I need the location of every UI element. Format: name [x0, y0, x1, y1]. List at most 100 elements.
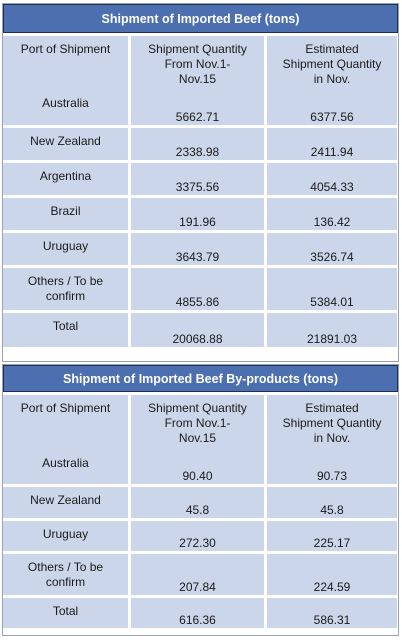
shipment-quantity-cell: 272.30: [128, 521, 264, 551]
port-name: Others / To be: [27, 274, 104, 288]
shipment-quantity-cell: 90.40: [128, 450, 264, 484]
shipment-quantity-value: 3375.56: [175, 180, 220, 194]
header-port: Port of Shipment: [3, 395, 128, 450]
shipment-quantity-value: 2338.98: [175, 145, 220, 159]
shipment-quantity-value: 4855.86: [175, 295, 220, 309]
port-cell: Total: [3, 313, 128, 347]
port-name: Others / To be: [27, 560, 104, 574]
estimated-quantity-value: 6377.56: [310, 110, 354, 124]
table-row: Total 20068.88 21891.03: [3, 310, 398, 347]
shipment-quantity-cell: 20068.88: [128, 313, 264, 347]
port-name: New Zealand: [30, 493, 101, 507]
estimated-quantity-cell: 225.17: [264, 521, 397, 551]
port-cell: Uruguay: [3, 521, 128, 551]
header-line: Shipment Quantity: [282, 416, 382, 430]
header-port-label: Port of Shipment: [20, 42, 111, 56]
port-name-continued: confirm: [45, 289, 86, 303]
shipment-quantity-value: 272.30: [179, 536, 216, 550]
shipment-quantity-value: 616.36: [179, 613, 216, 627]
shipment-quantity-value: 207.84: [179, 580, 216, 594]
estimated-quantity-value: 4054.33: [310, 180, 354, 194]
port-cell: Argentina: [3, 163, 128, 195]
port-cell: Others / To be confirm: [3, 554, 128, 595]
header-shipment-quantity: Shipment Quantity From Nov.1- Nov.15: [128, 36, 264, 90]
shipment-quantity-cell: 3375.56: [128, 163, 264, 195]
table-row: Argentina 3375.56 4054.33: [3, 160, 398, 195]
estimated-quantity-value: 2411.94: [310, 145, 354, 159]
port-name: Uruguay: [42, 527, 89, 541]
estimated-quantity-value: 224.59: [313, 580, 351, 594]
header-line: Estimated: [305, 42, 359, 56]
beef-shipment-table: Shipment of Imported Beef (tons) Port of…: [2, 3, 399, 362]
port-name: Total: [52, 319, 79, 333]
header-line: Shipment Quantity: [148, 401, 247, 415]
estimated-quantity-cell: 45.8: [264, 487, 397, 518]
beef-table-title: Shipment of Imported Beef (tons): [3, 4, 398, 33]
shipment-quantity-cell: 207.84: [128, 554, 264, 595]
header-shipment-quantity: Shipment Quantity From Nov.1- Nov.15: [128, 395, 264, 450]
shipment-quantity-cell: 45.8: [128, 487, 264, 518]
header-estimated-quantity: Estimated Shipment Quantity in Nov.: [264, 36, 397, 90]
header-line: in Nov.: [313, 72, 351, 86]
port-cell: Brazil: [3, 198, 128, 230]
table-row: Australia 5662.71 6377.56: [3, 90, 398, 125]
estimated-quantity-cell: 4054.33: [264, 163, 397, 195]
header-line: From Nov.1-: [164, 57, 231, 71]
header-line: Shipment Quantity: [148, 42, 247, 56]
byproducts-header-row: Port of Shipment Shipment Quantity From …: [3, 392, 398, 450]
shipment-quantity-cell: 191.96: [128, 198, 264, 230]
byproducts-shipment-table: Shipment of Imported Beef By-products (t…: [2, 364, 399, 636]
shipment-quantity-value: 3643.79: [175, 250, 220, 264]
port-cell: Total: [3, 598, 128, 628]
table-row: Uruguay 3643.79 3526.74: [3, 230, 398, 265]
estimated-quantity-cell: 3526.74: [264, 233, 397, 265]
port-name: New Zealand: [30, 134, 101, 148]
estimated-quantity-value: 5384.01: [310, 295, 354, 309]
estimated-quantity-value: 45.8: [320, 503, 344, 517]
table-row: Australia 90.40 90.73: [3, 450, 398, 484]
port-name: Uruguay: [42, 239, 89, 253]
estimated-quantity-cell: 136.42: [264, 198, 397, 230]
estimated-quantity-value: 21891.03: [306, 332, 358, 346]
estimated-quantity-cell: 21891.03: [264, 313, 397, 347]
shipment-quantity-value: 20068.88: [172, 332, 223, 346]
estimated-quantity-value: 225.17: [313, 536, 351, 550]
shipment-quantity-cell: 616.36: [128, 598, 264, 628]
estimated-quantity-cell: 224.59: [264, 554, 397, 595]
header-port: Port of Shipment: [3, 36, 128, 90]
shipment-quantity-value: 191.96: [179, 215, 216, 229]
port-name: Argentina: [39, 169, 92, 183]
estimated-quantity-cell: 90.73: [264, 450, 397, 484]
header-estimated-quantity: Estimated Shipment Quantity in Nov.: [264, 395, 397, 450]
port-cell: New Zealand: [3, 487, 128, 518]
port-name: Total: [52, 604, 79, 618]
shipment-quantity-value: 90.40: [182, 469, 213, 483]
table-row: Total 616.36 586.31: [3, 595, 398, 628]
estimated-quantity-value: 3526.74: [310, 250, 354, 264]
shipment-quantity-cell: 3643.79: [128, 233, 264, 265]
port-cell: Australia: [3, 450, 128, 484]
estimated-quantity-value: 136.42: [313, 215, 351, 229]
port-cell: Uruguay: [3, 233, 128, 265]
header-line: Estimated: [305, 401, 359, 415]
header-port-label: Port of Shipment: [20, 401, 111, 415]
header-line: Nov.15: [178, 431, 217, 445]
port-cell: New Zealand: [3, 128, 128, 160]
shipment-quantity-cell: 5662.71: [128, 90, 264, 125]
estimated-quantity-cell: 2411.94: [264, 128, 397, 160]
table-row: Brazil 191.96 136.42: [3, 195, 398, 230]
estimated-quantity-value: 586.31: [313, 613, 351, 627]
table-row: New Zealand 2338.98 2411.94: [3, 125, 398, 160]
port-cell: Others / To be confirm: [3, 268, 128, 310]
byproducts-table-title: Shipment of Imported Beef By-products (t…: [3, 365, 398, 392]
port-name-continued: confirm: [45, 575, 86, 589]
port-name: Australia: [42, 96, 89, 110]
table-row: Others / To be confirm 4855.86 5384.01: [3, 265, 398, 310]
header-line: From Nov.1-: [164, 416, 231, 430]
estimated-quantity-cell: 6377.56: [264, 90, 397, 125]
header-line: Nov.15: [178, 72, 217, 86]
shipment-quantity-cell: 2338.98: [128, 128, 264, 160]
beef-header-row: Port of Shipment Shipment Quantity From …: [3, 33, 398, 90]
port-cell: Australia: [3, 90, 128, 125]
table-row: New Zealand 45.8 45.8: [3, 484, 398, 518]
